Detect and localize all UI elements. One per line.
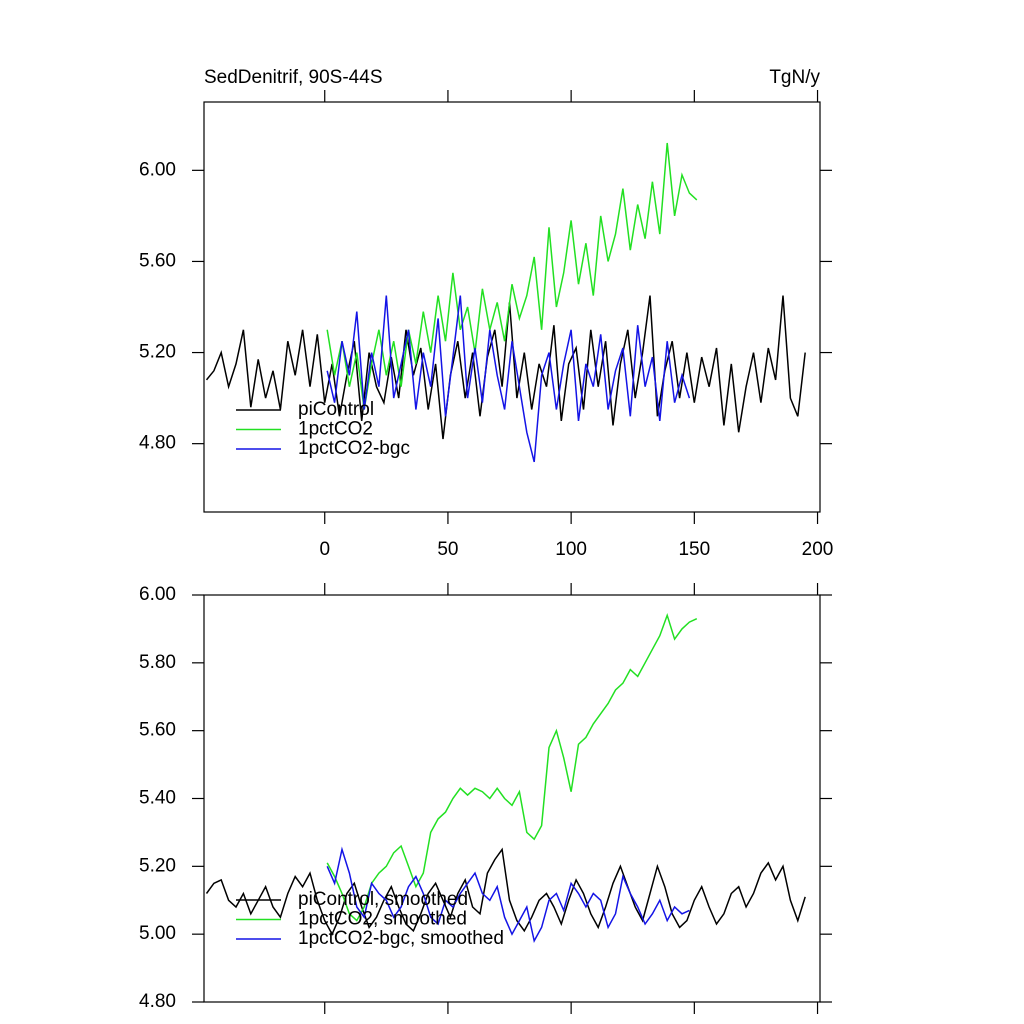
x-tick-label: 50 bbox=[437, 539, 458, 560]
y-tick-label: 5.60 bbox=[139, 720, 176, 741]
y-tick-label: 5.00 bbox=[139, 923, 176, 944]
plot-frame bbox=[203, 101, 821, 513]
legend-label: 1pctCO2-bgc, smoothed bbox=[298, 928, 504, 949]
y-tick-label: 5.20 bbox=[139, 855, 176, 876]
legend-label: piControl bbox=[298, 399, 374, 420]
legend-label: piControl, smoothed bbox=[298, 889, 468, 910]
legend-label: 1pctCO2, smoothed bbox=[298, 909, 467, 930]
x-tick-label: 100 bbox=[555, 539, 587, 560]
y-tick-label: 6.00 bbox=[139, 159, 176, 180]
plot-frame bbox=[203, 594, 821, 1003]
units-label: TgN/y bbox=[769, 67, 820, 88]
series-line bbox=[326, 142, 698, 410]
x-tick-label: 150 bbox=[678, 539, 710, 560]
y-tick-label: 5.20 bbox=[139, 342, 176, 363]
y-tick-label: 4.80 bbox=[139, 433, 176, 454]
series-line bbox=[205, 295, 806, 440]
series-line bbox=[205, 847, 806, 936]
y-tick-label: 5.40 bbox=[139, 788, 176, 809]
y-tick-label: 5.60 bbox=[139, 250, 176, 271]
x-tick-label: 200 bbox=[802, 539, 834, 560]
y-tick-label: 4.80 bbox=[139, 991, 176, 1012]
series-line bbox=[326, 295, 691, 463]
series-line bbox=[326, 612, 698, 922]
legend-label: 1pctCO2-bgc bbox=[298, 438, 410, 459]
x-tick-label: 0 bbox=[319, 539, 330, 560]
chart-title: SedDenitrif, 90S-44S bbox=[204, 67, 383, 88]
legend-label: 1pctCO2 bbox=[298, 419, 373, 440]
y-tick-label: 5.80 bbox=[139, 652, 176, 673]
series-line bbox=[326, 846, 690, 944]
y-tick-label: 6.00 bbox=[139, 584, 176, 605]
